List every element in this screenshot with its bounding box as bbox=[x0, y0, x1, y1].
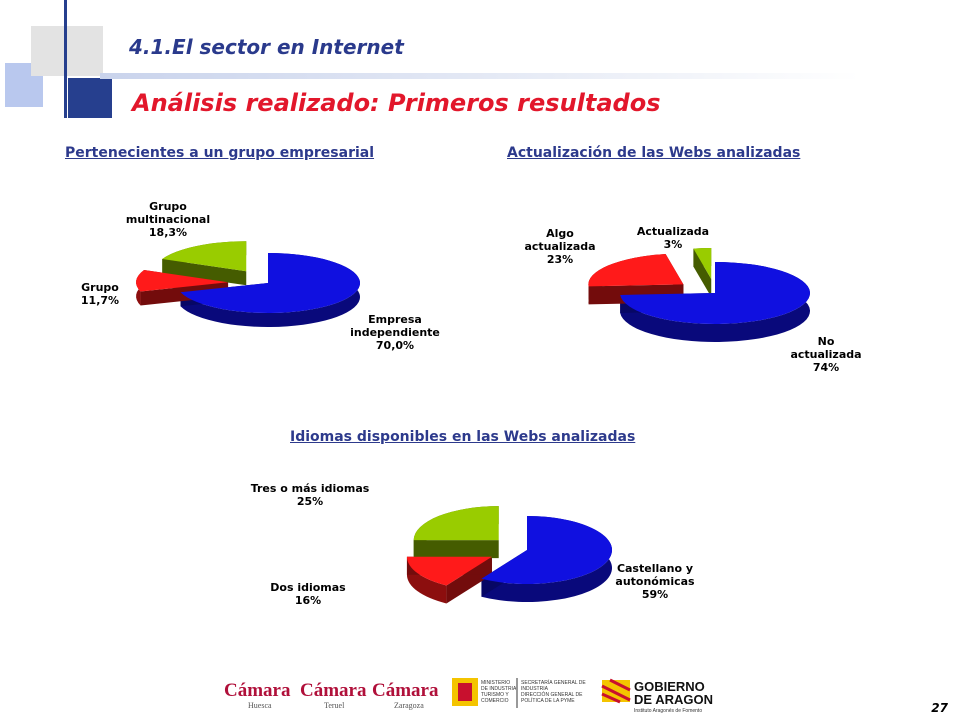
pie-slice bbox=[406, 556, 492, 586]
pie-slice-label: Algo actualizada 23% bbox=[524, 227, 595, 266]
svg-text:Cámara: Cámara bbox=[372, 680, 439, 701]
pie-chart-idiomas: Castellano y autonómicas 59% Dos idiomas 16%… bbox=[251, 482, 695, 607]
pie-slice bbox=[413, 506, 499, 541]
svg-text:Instituto Aragonés de Fomento: Instituto Aragonés de Fomento bbox=[634, 708, 702, 714]
pie-chart-grupo: Empresa independiente 70,0% Grupo 11,7% Grupo… bbox=[81, 200, 440, 352]
pie-slice-label: No actualizada 74% bbox=[790, 335, 861, 374]
logo-text: DE INDUSTRIA, bbox=[481, 686, 518, 692]
pie-slice-label: Dos idiomas 16% bbox=[270, 581, 346, 607]
logo-text: DIRECCIÓN GENERAL DE bbox=[521, 691, 583, 698]
svg-text:Huesca: Huesca bbox=[248, 701, 272, 710]
pie-slice-wall bbox=[162, 258, 247, 286]
camara-teruel-logo: Cámara Teruel bbox=[300, 680, 367, 710]
svg-text:DE ARAGON: DE ARAGON bbox=[634, 692, 713, 707]
pie-slice bbox=[136, 269, 229, 292]
svg-text:Teruel: Teruel bbox=[324, 701, 345, 710]
logo-text: TURISMO Y bbox=[481, 692, 509, 698]
pie-slice bbox=[180, 253, 360, 313]
pie-slice-label: Empresa independiente 70,0% bbox=[350, 313, 440, 352]
camara-huesca-logo: Cámara Huesca bbox=[224, 680, 291, 710]
gobierno-aragon-logo: GOBIERNO DE ARAGON Instituto Aragonés de… bbox=[601, 678, 713, 714]
pie-slice bbox=[588, 253, 684, 287]
pie-slice bbox=[162, 241, 247, 272]
sponsor-logos: Cámara Huesca Cámara Teruel Cámara Zarag… bbox=[224, 678, 713, 714]
pie-slice-label: Grupo 11,7% bbox=[81, 281, 119, 307]
svg-text:Cámara: Cámara bbox=[224, 680, 291, 701]
svg-text:Cámara: Cámara bbox=[300, 680, 367, 701]
pie-slice-wall bbox=[693, 248, 712, 298]
logo-text: SECRETARÍA GENERAL DE bbox=[521, 679, 586, 686]
logo-text: INDUSTRIA bbox=[521, 686, 549, 692]
chart-title-actualizacion: Actualización de las Webs analizadas bbox=[507, 145, 801, 161]
section-title: 4.1.El sector en Internet bbox=[129, 35, 404, 59]
chart-title-grupo: Pertenecientes a un grupo empresarial bbox=[65, 145, 375, 161]
svg-text:Zaragoza: Zaragoza bbox=[394, 701, 424, 710]
chart-title-idiomas: Idiomas disponibles en las Webs analizad… bbox=[290, 429, 636, 445]
pie-slice bbox=[693, 248, 712, 280]
pie-slice-wall bbox=[413, 540, 499, 559]
pie-slice-label: Grupo multinacional 18,3% bbox=[126, 200, 210, 239]
pie-slice bbox=[620, 262, 810, 324]
svg-text:GOBIERNO: GOBIERNO bbox=[634, 679, 705, 694]
header-rule bbox=[100, 73, 860, 79]
page-number: 27 bbox=[931, 701, 948, 715]
slide-title: Análisis realizado: Primeros resultados bbox=[132, 89, 661, 117]
camara-zaragoza-logo: Cámara Zaragoza bbox=[372, 680, 439, 710]
pie-slice-label: Castellano y autonómicas 59% bbox=[615, 562, 695, 601]
pie-chart-actualizacion: No actualizada 74% Algo actualizada 23% Actual… bbox=[524, 225, 861, 374]
pie-slice-label: Tres o más idiomas 25% bbox=[251, 482, 370, 508]
pie-slice-side bbox=[406, 556, 447, 604]
footer-logos: Cámara Huesca Cámara Teruel Cámara Zarag… bbox=[222, 674, 722, 722]
pie-slice-label: Actualizada 3% bbox=[637, 225, 709, 251]
logo-text: MINISTERIO bbox=[481, 680, 510, 686]
logo-text: COMERCIO bbox=[481, 698, 509, 704]
pie-slice bbox=[481, 516, 612, 584]
logo-text: POLÍTICA DE LA PYME bbox=[521, 697, 575, 704]
